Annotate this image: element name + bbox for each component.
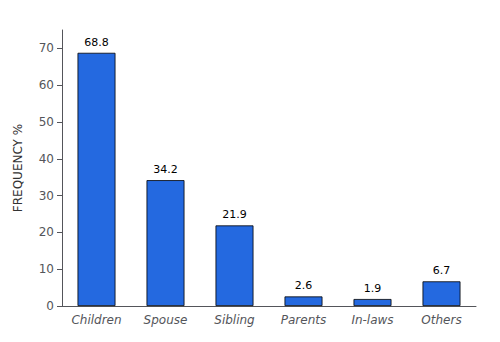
svg-text:20: 20 [39,225,54,239]
svg-text:40: 40 [39,152,54,166]
svg-text:0: 0 [46,299,54,313]
svg-text:Children: Children [71,313,121,327]
svg-text:1.9: 1.9 [364,282,382,295]
svg-text:21.9: 21.9 [222,208,247,221]
svg-text:68.8: 68.8 [84,36,109,49]
svg-text:34.2: 34.2 [153,163,178,176]
svg-text:Sibling: Sibling [214,313,255,327]
svg-text:Spouse: Spouse [144,313,188,327]
svg-text:50: 50 [39,115,54,129]
svg-text:Parents: Parents [281,313,326,327]
svg-text:60: 60 [39,78,54,92]
svg-text:6.7: 6.7 [433,264,451,277]
svg-text:30: 30 [39,189,54,203]
svg-text:70: 70 [39,41,54,55]
svg-text:2.6: 2.6 [295,279,313,292]
svg-text:In-laws: In-laws [351,313,393,327]
svg-text:Others: Others [421,313,461,327]
svg-text:FREQUENCY %: FREQUENCY % [11,124,25,212]
svg-text:10: 10 [39,262,54,276]
